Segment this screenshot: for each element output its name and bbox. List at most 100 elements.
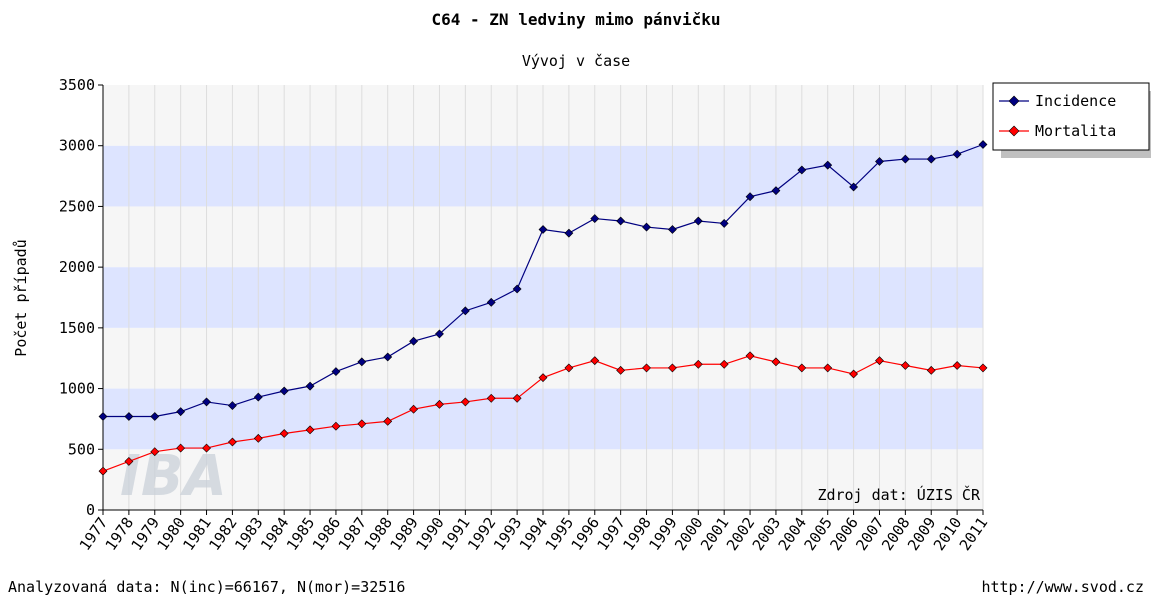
point [305,381,315,391]
x-tick-label: 1990 [412,514,447,554]
point [667,225,677,234]
x-tick-label: 2006 [826,514,861,554]
legend-marker [1008,95,1020,107]
point [253,392,263,402]
point [667,363,677,373]
point [176,443,186,453]
legend-label: Mortalita [1035,122,1116,140]
point [849,369,859,379]
point [202,443,211,453]
x-tick-label: 2009 [904,514,939,554]
chart-subtitle: Vývoj v čase [522,52,630,70]
x-tick-label: 2002 [723,514,758,554]
point [978,140,988,149]
point [771,186,781,196]
point [176,407,186,417]
x-tick-label: 1995 [542,514,577,554]
point [98,412,108,421]
y-tick-label: 2000 [59,258,95,276]
point [797,165,807,175]
y-axis-label: Počet případů [12,239,30,356]
point [693,359,703,369]
y-tick-label: 2500 [59,197,95,215]
y-tick-label: 0 [86,501,95,519]
footer-left: Analyzovaná data: N(inc)=66167, N(mor)=3… [8,578,405,596]
point [357,419,367,429]
point [202,397,211,407]
x-tick-label: 2000 [671,514,706,554]
point [150,447,160,457]
point [849,182,859,192]
point [383,416,393,426]
x-tick-label: 1983 [231,514,266,554]
x-tick-label: 1987 [335,514,370,554]
x-tick-label: 1989 [386,514,421,554]
point [538,225,548,234]
point [435,329,444,339]
y-tick-label: 500 [68,440,95,458]
x-tick-label: 1993 [490,514,525,554]
point [331,367,341,376]
point [253,433,263,443]
point [900,154,910,164]
point [409,404,419,414]
x-tick-label: 1994 [516,514,551,554]
x-tick-label: 1979 [128,514,163,554]
point [771,357,781,367]
x-tick-label: 2004 [775,514,810,554]
point [564,363,574,373]
y-tick-label: 1000 [59,380,95,398]
point [124,457,134,466]
x-tick-label: 2007 [852,514,887,554]
x-tick-label: 1982 [205,514,240,554]
x-tick-label: 1986 [309,514,344,554]
point [460,306,470,316]
x-tick-label: 2011 [956,514,991,554]
point [745,351,755,361]
point [952,149,962,159]
x-tick-label: 1999 [645,514,680,554]
x-tick-label: 2003 [749,514,784,554]
point [512,393,522,403]
x-tick-label: 1981 [179,514,214,554]
point [305,425,315,435]
y-tick-label: 1500 [59,319,95,337]
point [409,336,419,346]
point [538,373,548,383]
point [279,429,289,438]
x-tick-label: 1985 [283,514,318,554]
watermark: IBA [120,444,227,509]
point [435,399,444,409]
point [460,397,470,407]
point [616,216,626,226]
point [875,157,884,166]
y-tick-label: 3000 [59,137,95,155]
point [616,365,626,375]
x-tick-label: 1998 [619,514,654,554]
x-tick-label: 2008 [878,514,913,554]
x-tick-label: 1991 [438,514,473,554]
point [512,284,522,294]
point [823,160,833,170]
point [150,412,160,421]
x-tick-label: 2001 [697,514,732,554]
point [357,357,367,367]
point [124,412,134,421]
annotation: Zdroj dat: ÚZIS ČR [817,485,981,504]
point [642,222,651,232]
x-tick-label: 1978 [102,514,137,554]
point [926,154,936,164]
footer-right: http://www.svod.cz [981,578,1144,596]
point [564,228,574,238]
x-tick-label: 1977 [76,514,111,554]
point [745,192,755,202]
point [279,386,289,396]
x-tick-label: 2010 [930,514,965,554]
x-tick-label: 1984 [257,514,292,554]
legend-marker [1008,125,1020,137]
point [875,356,884,366]
x-tick-label: 1992 [464,514,499,554]
point [486,297,496,307]
point [590,214,600,223]
